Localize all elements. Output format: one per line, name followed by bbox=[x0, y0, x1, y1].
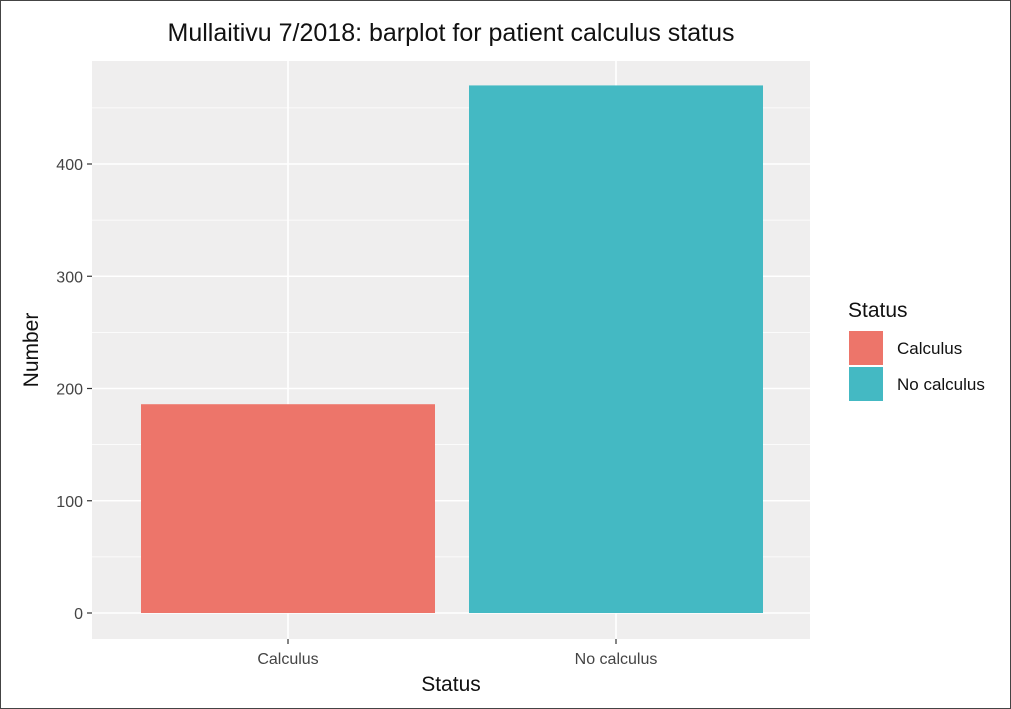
bar-calculus bbox=[141, 404, 435, 613]
bar-no-calculus bbox=[469, 85, 763, 614]
legend-label: Calculus bbox=[897, 339, 962, 358]
y-tick-label: 100 bbox=[56, 494, 83, 511]
legend-swatch bbox=[849, 367, 883, 401]
y-tick-label: 300 bbox=[56, 269, 83, 286]
chart-title: Mullaitivu 7/2018: barplot for patient c… bbox=[168, 19, 735, 47]
bars bbox=[141, 85, 763, 614]
legend-title: Status bbox=[848, 299, 908, 322]
x-tick-label: Calculus bbox=[257, 651, 318, 668]
x-axis-title: Status bbox=[421, 673, 481, 696]
y-axis-ticks: 0 100 200 300 400 bbox=[56, 157, 92, 623]
y-axis-title: Number bbox=[20, 313, 43, 388]
y-tick-label: 0 bbox=[74, 606, 83, 623]
y-tick-label: 400 bbox=[56, 157, 83, 174]
legend-entries: Calculus No calculus bbox=[849, 331, 985, 401]
x-axis-ticks: Calculus No calculus bbox=[257, 639, 657, 668]
x-tick-label: No calculus bbox=[575, 651, 658, 668]
legend-label: No calculus bbox=[897, 375, 985, 394]
legend: Status Calculus No calculus bbox=[848, 299, 985, 401]
legend-swatch bbox=[849, 331, 883, 365]
y-tick-label: 200 bbox=[56, 382, 83, 399]
